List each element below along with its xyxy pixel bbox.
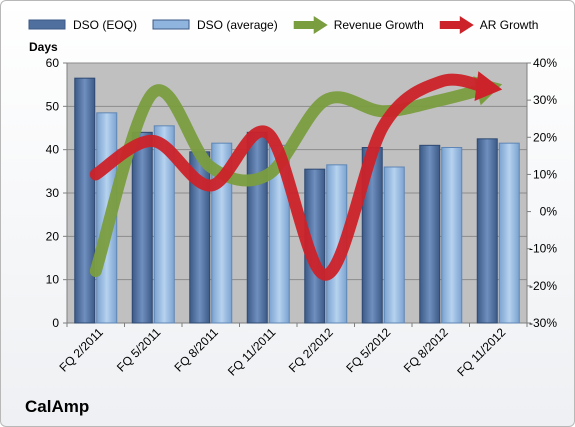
bar-dso-eoq xyxy=(419,144,441,324)
right-tick-label: 10% xyxy=(533,167,557,181)
right-tick-label: 30% xyxy=(533,93,557,107)
left-tick-label: 0 xyxy=(52,316,59,330)
right-tick-label: 20% xyxy=(533,130,557,144)
right-tick-label: 40% xyxy=(533,56,557,70)
ar-growth-arrowhead xyxy=(474,71,503,102)
legend-swatch-dso-average xyxy=(152,19,190,30)
bar-dso-eoq xyxy=(74,77,96,324)
x-tick-label: FQ 2/2012 xyxy=(286,325,336,375)
bar-dso-eoq xyxy=(246,131,268,324)
left-tick-label: 40 xyxy=(46,143,60,157)
legend-label-ar-growth: AR Growth xyxy=(480,18,539,32)
bar-dso-average xyxy=(498,142,520,324)
legend-arrow-revenue-growth xyxy=(313,16,328,34)
x-tick-label: FQ 8/2011 xyxy=(172,325,222,375)
x-tick-label: FQ 11/2012 xyxy=(454,325,508,379)
legend-label-revenue-growth: Revenue Growth xyxy=(334,18,424,32)
bar-dso-eoq xyxy=(131,131,153,324)
revenue-growth-line xyxy=(89,82,493,277)
legend-arrow-ar-growth xyxy=(459,16,474,34)
ar-growth-line xyxy=(89,73,493,281)
left-tick-label: 50 xyxy=(46,99,60,113)
company-name: CalAmp xyxy=(25,397,90,416)
legend-label-dso-average: DSO (average) xyxy=(197,18,278,32)
left-tick-label: 20 xyxy=(46,229,60,243)
right-tick-label: -30% xyxy=(529,316,557,330)
x-tick-label: FQ 11/2011 xyxy=(225,325,279,379)
bar-dso-average xyxy=(153,125,175,324)
x-tick-label: FQ 5/2012 xyxy=(343,325,393,375)
bar-dso-average xyxy=(383,166,405,324)
left-tick-label: 60 xyxy=(46,56,60,70)
bar-dso-eoq xyxy=(476,138,498,324)
x-tick-label: FQ 5/2011 xyxy=(114,325,164,375)
x-tick-label: FQ 8/2012 xyxy=(401,325,451,375)
y-axis-title: Days xyxy=(29,40,58,54)
left-tick-label: 30 xyxy=(46,186,60,200)
legend-swatch-dso-eoq xyxy=(28,19,66,30)
bar-dso-average xyxy=(441,147,463,324)
left-tick-label: 10 xyxy=(46,273,60,287)
legend-label-dso-eoq: DSO (EOQ) xyxy=(73,18,137,32)
right-tick-label: -10% xyxy=(529,242,557,256)
x-tick-label: FQ 2/2011 xyxy=(57,325,107,375)
right-tick-label: 0% xyxy=(540,205,558,219)
right-tick-label: -20% xyxy=(529,279,557,293)
